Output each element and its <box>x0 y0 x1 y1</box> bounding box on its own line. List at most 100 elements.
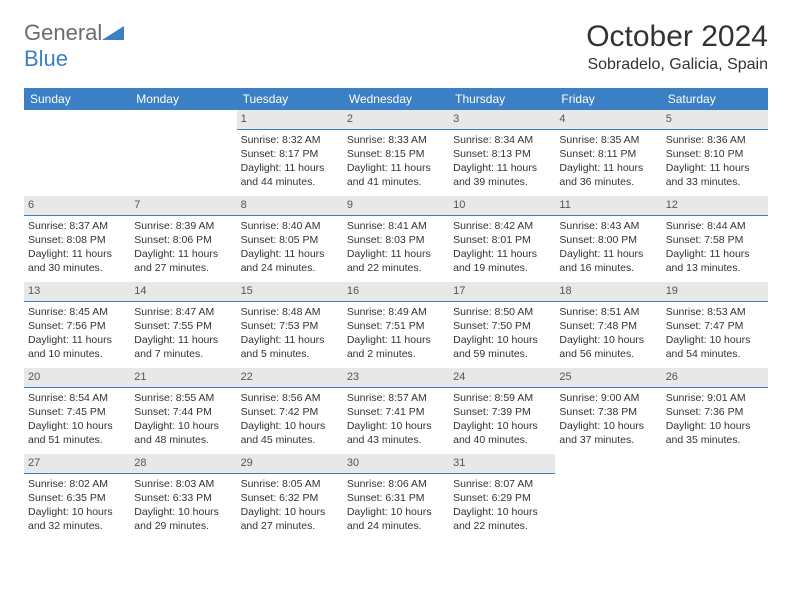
cell-line: and 39 minutes. <box>453 175 551 189</box>
cell-line: Sunrise: 8:47 AM <box>134 305 232 319</box>
cell-line: Sunrise: 8:54 AM <box>28 391 126 405</box>
cell-line: Daylight: 11 hours <box>347 247 445 261</box>
cell-line: Sunset: 6:32 PM <box>241 491 339 505</box>
cell-line: Sunset: 6:35 PM <box>28 491 126 505</box>
cell-line: Sunset: 8:03 PM <box>347 233 445 247</box>
cell-line: and 30 minutes. <box>28 261 126 275</box>
day-number: 19 <box>662 282 768 302</box>
cell-line: Daylight: 10 hours <box>28 505 126 519</box>
cell-line: and 10 minutes. <box>28 347 126 361</box>
calendar-cell: 26Sunrise: 9:01 AMSunset: 7:36 PMDayligh… <box>662 368 768 454</box>
cell-line: Daylight: 11 hours <box>666 161 764 175</box>
calendar-cell: 28Sunrise: 8:03 AMSunset: 6:33 PMDayligh… <box>130 454 236 540</box>
cell-line: Sunset: 8:01 PM <box>453 233 551 247</box>
calendar-cell: 6Sunrise: 8:37 AMSunset: 8:08 PMDaylight… <box>24 196 130 282</box>
cell-line: Sunrise: 8:40 AM <box>241 219 339 233</box>
cell-line: Daylight: 10 hours <box>453 333 551 347</box>
day-number: 25 <box>555 368 661 388</box>
calendar-cell: 31 Sunrise: 8:07 AMSunset: 6:29 PMDayligh… <box>449 454 555 540</box>
cell-line: Sunrise: 8:03 AM <box>134 477 232 491</box>
cell-line: Sunrise: 8:42 AM <box>453 219 551 233</box>
calendar-cell: 16Sunrise: 8:49 AMSunset: 7:51 PMDayligh… <box>343 282 449 368</box>
cell-line: Daylight: 11 hours <box>134 333 232 347</box>
cell-line: Daylight: 11 hours <box>666 247 764 261</box>
cell-line: and 24 minutes. <box>347 519 445 533</box>
cell-line: Daylight: 10 hours <box>453 505 551 519</box>
cell-line: and 44 minutes. <box>241 175 339 189</box>
calendar-cell: 3Sunrise: 8:34 AMSunset: 8:13 PMDaylight… <box>449 110 555 196</box>
day-number: 29 <box>237 454 343 474</box>
cell-line: and 35 minutes. <box>666 433 764 447</box>
logo: GeneralBlue <box>24 20 124 72</box>
cell-line: Sunrise: 8:55 AM <box>134 391 232 405</box>
calendar-cell: 2Sunrise: 8:33 AMSunset: 8:15 PMDaylight… <box>343 110 449 196</box>
day-number: 21 <box>130 368 236 388</box>
calendar-table: SundayMondayTuesdayWednesdayThursdayFrid… <box>24 88 768 540</box>
cell-line: Daylight: 10 hours <box>453 419 551 433</box>
cell-line: and 27 minutes. <box>241 519 339 533</box>
cell-line: and 5 minutes. <box>241 347 339 361</box>
cell-line: Daylight: 11 hours <box>241 247 339 261</box>
cell-line: Sunrise: 8:39 AM <box>134 219 232 233</box>
calendar-week-row: 27Sunrise: 8:02 AMSunset: 6:35 PMDayligh… <box>24 454 768 540</box>
cell-line: and 37 minutes. <box>559 433 657 447</box>
calendar-cell: 8Sunrise: 8:40 AMSunset: 8:05 PMDaylight… <box>237 196 343 282</box>
calendar-cell: 11Sunrise: 8:43 AMSunset: 8:00 PMDayligh… <box>555 196 661 282</box>
day-header: Friday <box>555 88 661 110</box>
cell-line: Sunrise: 9:01 AM <box>666 391 764 405</box>
day-number: 24 <box>449 368 555 388</box>
calendar-cell <box>555 454 661 540</box>
day-number: 2 <box>343 110 449 130</box>
calendar-cell <box>662 454 768 540</box>
day-number: 26 <box>662 368 768 388</box>
cell-line: Sunrise: 8:02 AM <box>28 477 126 491</box>
cell-line: Sunrise: 8:50 AM <box>453 305 551 319</box>
cell-line: Sunrise: 8:51 AM <box>559 305 657 319</box>
day-number: 23 <box>343 368 449 388</box>
cell-line: Sunset: 7:58 PM <box>666 233 764 247</box>
cell-line: and 22 minutes. <box>347 261 445 275</box>
day-header: Wednesday <box>343 88 449 110</box>
day-number: 10 <box>449 196 555 216</box>
cell-line: and 56 minutes. <box>559 347 657 361</box>
calendar-cell: 27Sunrise: 8:02 AMSunset: 6:35 PMDayligh… <box>24 454 130 540</box>
cell-line: Sunset: 8:10 PM <box>666 147 764 161</box>
cell-line: Sunset: 8:06 PM <box>134 233 232 247</box>
day-number: 14 <box>130 282 236 302</box>
cell-line: Sunset: 6:29 PM <box>453 491 551 505</box>
cell-line: Sunset: 7:53 PM <box>241 319 339 333</box>
day-number: 31 <box>449 454 555 474</box>
cell-line: Sunrise: 8:44 AM <box>666 219 764 233</box>
day-number: 20 <box>24 368 130 388</box>
cell-line: Sunset: 8:11 PM <box>559 147 657 161</box>
cell-line: Daylight: 11 hours <box>241 333 339 347</box>
cell-line: Sunset: 7:56 PM <box>28 319 126 333</box>
location-subtitle: Sobradelo, Galicia, Spain <box>586 56 768 74</box>
cell-line: Sunset: 8:15 PM <box>347 147 445 161</box>
day-number: 7 <box>130 196 236 216</box>
cell-line: Sunset: 7:48 PM <box>559 319 657 333</box>
cell-line: Sunrise: 8:45 AM <box>28 305 126 319</box>
cell-line: Daylight: 10 hours <box>241 419 339 433</box>
cell-line: Sunrise: 8:34 AM <box>453 133 551 147</box>
calendar-cell: 30Sunrise: 8:06 AMSunset: 6:31 PMDayligh… <box>343 454 449 540</box>
cell-line: Daylight: 10 hours <box>28 419 126 433</box>
cell-line: Sunrise: 8:36 AM <box>666 133 764 147</box>
cell-line: and 29 minutes. <box>134 519 232 533</box>
cell-line: Sunrise: 8:43 AM <box>559 219 657 233</box>
cell-line: and 2 minutes. <box>347 347 445 361</box>
day-header: Monday <box>130 88 236 110</box>
cell-line: Sunset: 8:05 PM <box>241 233 339 247</box>
cell-line: Sunrise: 8:06 AM <box>347 477 445 491</box>
calendar-cell: 17Sunrise: 8:50 AMSunset: 7:50 PMDayligh… <box>449 282 555 368</box>
cell-line: and 33 minutes. <box>666 175 764 189</box>
cell-line: Sunset: 8:00 PM <box>559 233 657 247</box>
cell-line: Sunrise: 8:07 AM <box>453 477 551 491</box>
cell-line: Daylight: 10 hours <box>559 419 657 433</box>
day-number: 1 <box>237 110 343 130</box>
calendar-week-row: 13Sunrise: 8:45 AMSunset: 7:56 PMDayligh… <box>24 282 768 368</box>
calendar-cell: 29Sunrise: 8:05 AMSunset: 6:32 PMDayligh… <box>237 454 343 540</box>
cell-line: and 59 minutes. <box>453 347 551 361</box>
day-number: 22 <box>237 368 343 388</box>
day-number: 18 <box>555 282 661 302</box>
